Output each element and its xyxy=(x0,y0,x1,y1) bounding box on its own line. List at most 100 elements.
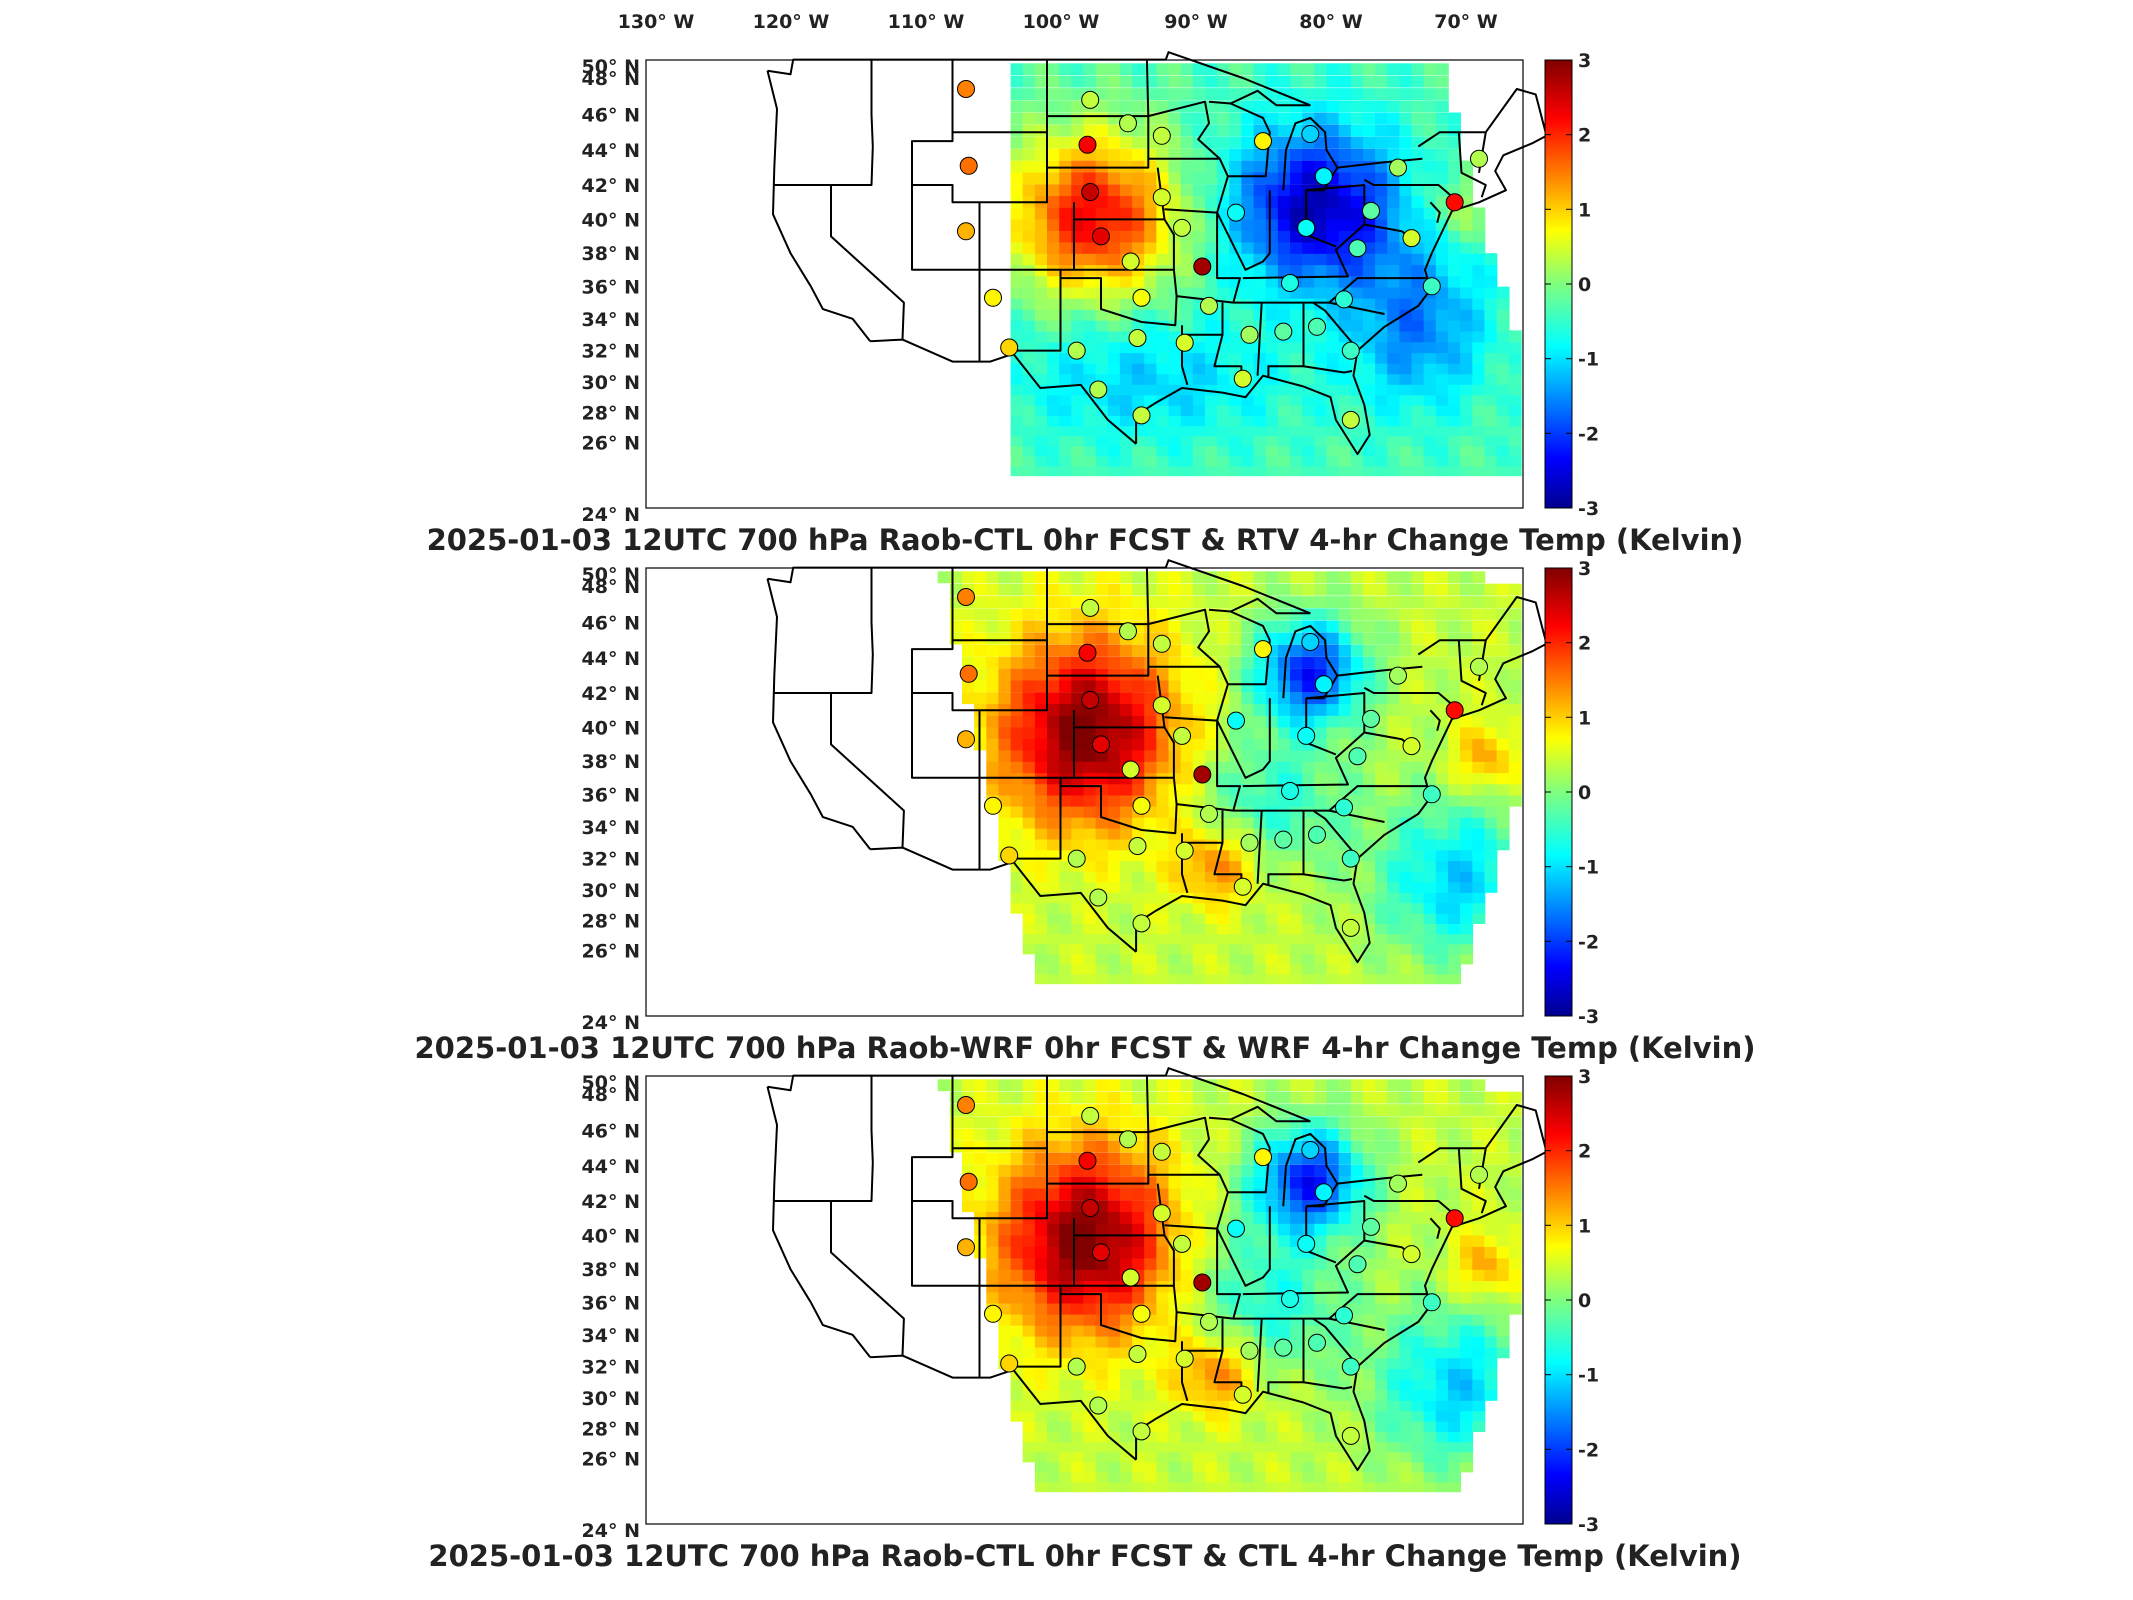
field-cell xyxy=(1156,859,1170,872)
field-cell xyxy=(1362,794,1376,807)
field-cell xyxy=(1362,341,1376,354)
boundary-line xyxy=(1216,698,1271,779)
field-cell xyxy=(1435,404,1449,416)
field-cell xyxy=(1119,1116,1133,1129)
field-cell xyxy=(1375,727,1389,739)
field-cell xyxy=(1083,922,1097,935)
field-cell xyxy=(1180,308,1194,321)
field-cell xyxy=(1205,1291,1218,1304)
field-cell xyxy=(1107,148,1121,161)
field-cell xyxy=(1435,656,1449,669)
field-cell xyxy=(1399,1450,1413,1463)
field-cell xyxy=(1241,827,1255,840)
field-cell xyxy=(937,1079,951,1092)
field-cell xyxy=(1423,1313,1437,1326)
field-cell xyxy=(1022,1128,1036,1141)
field-cell xyxy=(1338,1367,1352,1380)
field-cell xyxy=(1399,794,1413,807)
field-cell xyxy=(998,1335,1012,1348)
field-cell xyxy=(1484,1378,1498,1391)
field-cell xyxy=(1071,160,1085,173)
field-cell xyxy=(949,1128,963,1141)
field-cell xyxy=(1399,75,1413,88)
field-cell xyxy=(1253,297,1267,310)
colorbar-tick-label: 3 xyxy=(1578,50,1591,72)
field-cell xyxy=(1119,644,1133,657)
field-cell xyxy=(1350,1079,1364,1092)
field-cell xyxy=(1217,1104,1231,1116)
field-cell xyxy=(974,608,988,621)
field-cell xyxy=(1253,444,1267,457)
field-cell xyxy=(1411,172,1425,185)
raob-station-marker xyxy=(1121,252,1140,271)
field-cell xyxy=(986,761,1000,774)
field-cell xyxy=(1290,195,1303,208)
field-cell xyxy=(1229,88,1243,100)
field-cell xyxy=(1168,692,1182,705)
field-cell xyxy=(1411,1302,1425,1315)
field-cell xyxy=(1241,286,1255,299)
field-cell xyxy=(986,668,1000,681)
field-cell xyxy=(1229,404,1243,416)
field-cell xyxy=(998,1140,1012,1153)
field-cell xyxy=(1277,859,1291,872)
field-cell xyxy=(1156,827,1170,840)
field-cell xyxy=(1180,124,1194,137)
field-cell xyxy=(1326,362,1340,375)
field-cell xyxy=(1059,1480,1073,1493)
field-cell xyxy=(1095,362,1109,375)
field-cell xyxy=(974,727,988,739)
field-cell xyxy=(962,644,975,657)
field-cell xyxy=(1265,680,1279,693)
boundary-line xyxy=(911,185,981,362)
field-cell xyxy=(1399,644,1413,657)
field-cell xyxy=(1205,404,1218,416)
field-cell xyxy=(1253,383,1267,396)
field-cell xyxy=(1435,912,1449,924)
field-cell xyxy=(1071,112,1085,125)
field-cell xyxy=(1022,912,1036,924)
field-cell xyxy=(1156,454,1170,467)
field-cell xyxy=(1411,1200,1425,1213)
field-cell xyxy=(1034,1079,1048,1092)
field-cell xyxy=(1362,1388,1376,1401)
field-cell xyxy=(1071,454,1085,467)
field-cell xyxy=(1423,1128,1437,1141)
field-cell xyxy=(1435,1188,1449,1201)
field-cell xyxy=(1022,1430,1036,1443)
field-cell xyxy=(1107,172,1121,185)
field-cell xyxy=(1253,362,1267,375)
field-cell xyxy=(1277,816,1291,829)
field-cell xyxy=(1423,749,1437,762)
field-cell xyxy=(1448,632,1461,645)
raob-station-marker xyxy=(1402,1245,1421,1264)
field-cell xyxy=(1496,644,1510,657)
field-cell xyxy=(1047,816,1060,829)
field-cell xyxy=(1326,1324,1340,1337)
field-cell xyxy=(1253,286,1267,299)
boundary-line xyxy=(1011,777,1062,860)
field-cell xyxy=(1132,849,1146,862)
field-cell xyxy=(1034,1378,1048,1391)
field-cell xyxy=(1192,195,1206,208)
field-cell xyxy=(1484,668,1498,681)
field-cell xyxy=(1302,286,1316,299)
field-cell xyxy=(1071,738,1085,751)
field-cell xyxy=(1423,414,1437,427)
field-cell xyxy=(1362,870,1376,883)
field-cell xyxy=(1350,264,1364,277)
field-cell xyxy=(1314,1246,1328,1259)
field-cell xyxy=(1423,393,1437,406)
field-cell xyxy=(1192,1116,1206,1129)
field-cell xyxy=(1411,297,1425,310)
field-cell xyxy=(1083,1235,1097,1247)
field-cell xyxy=(1010,308,1024,321)
raob-station-marker xyxy=(1119,622,1137,641)
raob-station-marker xyxy=(1089,888,1108,907)
field-cell xyxy=(1314,1152,1328,1165)
field-cell xyxy=(1010,241,1024,254)
field-cell xyxy=(1010,1152,1024,1165)
field-cell xyxy=(1205,464,1218,477)
field-cell xyxy=(1034,1450,1048,1463)
field-cell xyxy=(1265,1079,1279,1092)
